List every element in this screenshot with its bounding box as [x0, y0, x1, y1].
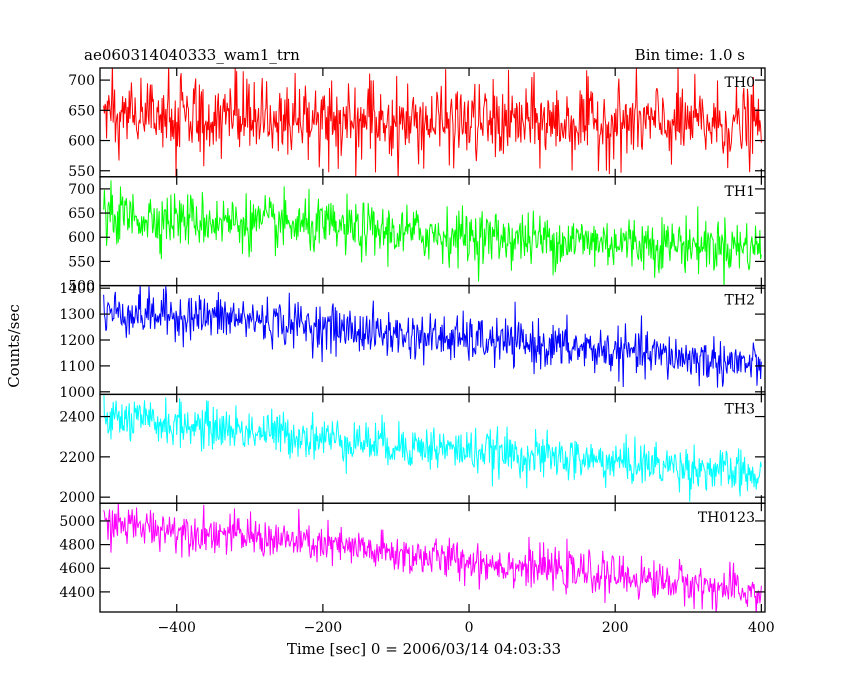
y-tick-label: 5000: [59, 514, 95, 530]
x-tick-labels: −400 −200 0 200 400: [158, 620, 775, 636]
x-tick-label: −200: [304, 620, 342, 636]
y-tick-label: 4600: [59, 561, 95, 577]
y-tick-label: 600: [68, 134, 95, 150]
panels-group: 550 600 650 700 TH0 500 550 600 650 700 TH1 1000 110…: [59, 67, 766, 613]
y-tick-label: 500: [68, 279, 95, 295]
x-tick-label: 400: [748, 620, 775, 636]
y-tick-label: 2000: [59, 490, 95, 506]
series-line-th2: [103, 285, 762, 388]
y-tick-label: 650: [68, 103, 95, 119]
y-tick-label: 550: [68, 164, 95, 180]
panel-label: TH1: [725, 184, 755, 200]
panel-frame: [99, 502, 766, 613]
series-line-th0: [103, 68, 762, 177]
panel-th1: 500 550 600 650 700 TH1: [68, 176, 766, 295]
panel-th0: 550 600 650 700 TH0: [68, 67, 766, 180]
panel-th2: 1000 1100 1200 1300 1400 TH2: [59, 281, 766, 401]
y-tick-label: 2200: [59, 450, 95, 466]
y-tick-label: 1100: [59, 359, 95, 375]
y-tick-label: 1300: [59, 307, 95, 323]
chart-title: ae060314040333_wam1_trn: [84, 46, 300, 64]
y-tick-label: 4800: [59, 538, 95, 554]
y-tick-label: 700: [68, 73, 95, 89]
y-tick-label: 700: [68, 182, 95, 198]
x-axis-label: Time [sec] 0 = 2006/03/14 04:03:33: [287, 640, 561, 658]
series-line-th1: [103, 180, 762, 286]
panel-label: TH0123: [698, 510, 755, 526]
y-tick-label: 4400: [59, 585, 95, 601]
y-tick-label: 600: [68, 230, 95, 246]
y-tick-label: 650: [68, 206, 95, 222]
y-tick-label: 1200: [59, 333, 95, 349]
x-tick-label: 200: [602, 620, 629, 636]
panel-th0123: 4400 4600 4800 5000 TH0123: [59, 502, 766, 613]
panel-label: TH2: [725, 293, 755, 309]
panel-th3: 2000 2200 2400 TH3: [59, 393, 766, 506]
panel-label: TH0: [725, 75, 755, 91]
x-tick-label: −400: [158, 620, 196, 636]
y-tick-label: 1400: [59, 281, 95, 297]
panel-label: TH3: [725, 401, 755, 417]
chart-subtitle: Bin time: 1.0 s: [635, 46, 745, 64]
y-axis-label: Counts/sec: [5, 304, 23, 388]
y-tick-label: 550: [68, 254, 95, 270]
series-line-th0123: [103, 503, 762, 613]
series-line-th3: [103, 394, 762, 502]
x-tick-label: 0: [465, 620, 474, 636]
y-tick-label: 1000: [59, 385, 95, 401]
y-tick-label: 2400: [59, 410, 95, 426]
